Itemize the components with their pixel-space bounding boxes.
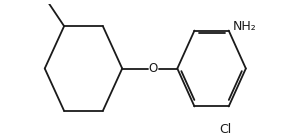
Text: NH₂: NH₂ — [232, 20, 256, 33]
Text: O: O — [149, 62, 158, 75]
Text: Cl: Cl — [219, 123, 232, 136]
